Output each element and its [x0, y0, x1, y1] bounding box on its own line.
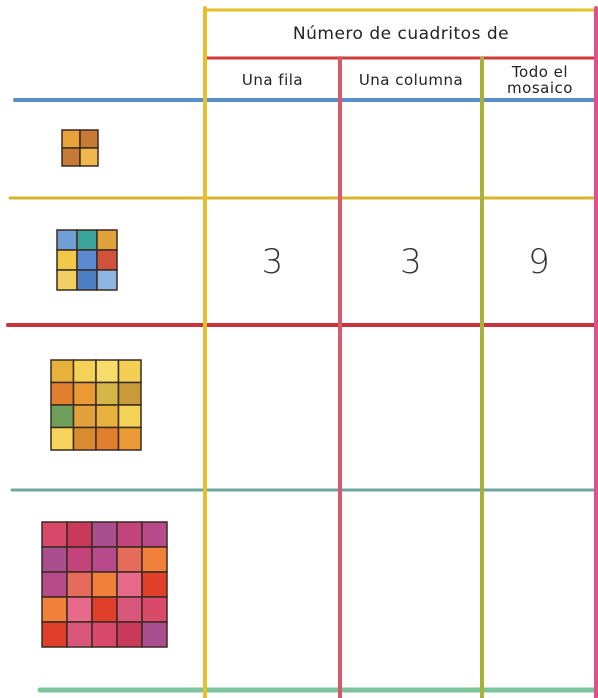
mosaic-tile — [91, 621, 118, 648]
mosaic-tile — [117, 381, 142, 406]
mosaic-tile — [72, 426, 97, 451]
mosaic-tile — [72, 381, 97, 406]
column-header: Una fila — [241, 71, 304, 89]
mosaic-tile — [61, 129, 81, 149]
mosaic-tile — [116, 571, 143, 598]
mosaic-tile — [56, 229, 78, 251]
mosaic-tile — [41, 521, 68, 548]
mosaic-tile — [50, 426, 75, 451]
mosaic-tile — [96, 249, 118, 271]
mosaic-tile — [95, 359, 120, 384]
mosaic-tile — [141, 521, 168, 548]
mosaic-tile — [66, 621, 93, 648]
mosaic-tile — [72, 359, 97, 384]
mosaic-tile — [117, 404, 142, 429]
mosaic-tile — [41, 621, 68, 648]
mosaic-tile — [91, 521, 118, 548]
mosaic-tile — [79, 147, 99, 167]
header-title: Número de cuadritos de — [292, 24, 510, 44]
mosaic-tile — [56, 249, 78, 271]
mosaic-tile — [95, 404, 120, 429]
mosaic-tile — [66, 596, 93, 623]
mosaic-tile — [50, 404, 75, 429]
mosaic-tile — [79, 129, 99, 149]
mosaic-tile — [66, 571, 93, 598]
mosaic-tile — [41, 571, 68, 598]
mosaic-tile — [61, 147, 81, 167]
mosaic-tile — [141, 571, 168, 598]
mosaic-tile — [50, 359, 75, 384]
cell-value: 9 — [528, 241, 550, 282]
mosaic-tile — [116, 596, 143, 623]
mosaic-tile — [66, 546, 93, 573]
column-header: Una columna — [358, 71, 464, 89]
mosaic-tile — [141, 546, 168, 573]
mosaic-tile — [116, 521, 143, 548]
mosaic-tile — [117, 359, 142, 384]
mosaic-tile — [41, 546, 68, 573]
mosaic-tile — [91, 596, 118, 623]
mosaic-tile — [66, 521, 93, 548]
mosaic-tile — [76, 249, 98, 271]
mosaic-tile — [116, 546, 143, 573]
mosaic-tile — [91, 571, 118, 598]
mosaic-tile — [76, 269, 98, 291]
mosaic-tile — [56, 269, 78, 291]
mosaic-tile — [95, 426, 120, 451]
mosaic-tile — [95, 381, 120, 406]
mosaics — [41, 129, 168, 648]
cell-value: 3 — [261, 241, 284, 282]
mosaic-tile — [96, 269, 118, 291]
mosaic-tile — [141, 596, 168, 623]
mosaic-tile — [91, 546, 118, 573]
mosaic-tile — [141, 621, 168, 648]
mosaic-tile — [117, 426, 142, 451]
mosaic-tile — [72, 404, 97, 429]
cell-value: 3 — [400, 241, 422, 282]
mosaic-tile — [96, 229, 118, 251]
mosaic-tile — [50, 381, 75, 406]
column-header: Todo el mosaico — [507, 63, 573, 97]
mosaic-tile — [116, 621, 143, 648]
mosaic-tile — [41, 596, 68, 623]
mosaic-tile — [76, 229, 98, 251]
